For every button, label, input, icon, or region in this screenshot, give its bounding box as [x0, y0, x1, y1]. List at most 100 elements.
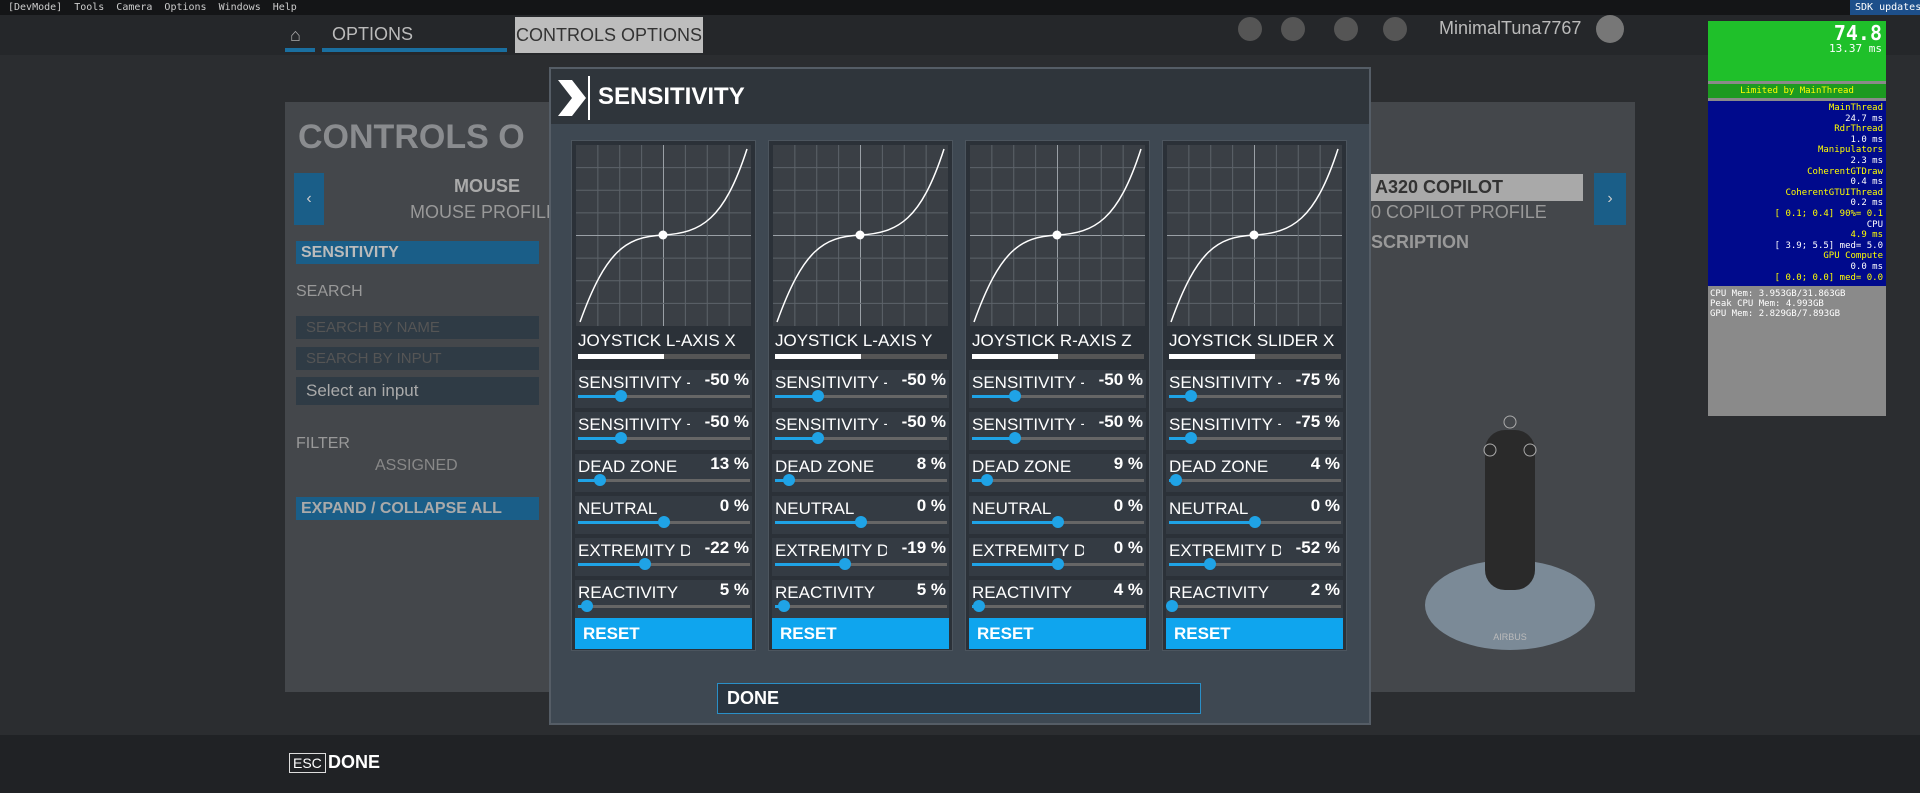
slider-value: 5 % — [719, 580, 749, 599]
slider-knob[interactable] — [615, 432, 627, 444]
slider-track — [578, 479, 750, 482]
perf-line: [ 0.0; 0.0] med= 0.0 — [1774, 272, 1883, 283]
slider-knob[interactable] — [1249, 516, 1261, 528]
nav-options[interactable]: OPTIONS — [332, 24, 414, 44]
menu-item[interactable]: Camera — [116, 2, 153, 13]
perf-line: RdrThread — [1834, 124, 1883, 135]
home-icon[interactable]: ⌂ — [290, 25, 301, 45]
slider-label: DEAD ZONE — [972, 457, 1072, 476]
slider-label: SENSITIVITY + — [775, 415, 887, 434]
menu-item[interactable]: Options — [164, 2, 207, 13]
search-input-input[interactable]: SEARCH BY INPUT — [296, 347, 539, 370]
slider-knob[interactable] — [1169, 474, 1182, 486]
sdk-button[interactable]: SDK updates — [1850, 0, 1920, 15]
slider-fill — [1169, 395, 1191, 398]
perf-line: 0.0 ms — [1850, 262, 1883, 272]
slider-row-bg — [575, 580, 752, 618]
slider-knob[interactable] — [1204, 558, 1217, 570]
icon[interactable] — [1281, 17, 1305, 41]
search-name-input[interactable]: SEARCH BY NAME — [296, 316, 539, 339]
select-dropdown[interactable]: Select an input — [296, 377, 539, 405]
icon[interactable] — [1334, 17, 1358, 41]
slider-track — [972, 437, 1144, 440]
slider-knob[interactable] — [812, 432, 824, 444]
slider-label: DEAD ZONE — [578, 457, 678, 476]
expand-button[interactable]: EXPAND / COLLAPSE ALL — [296, 497, 539, 520]
icon[interactable] — [1238, 17, 1262, 41]
slider-label: DEAD ZONE — [775, 457, 875, 476]
slider-fill — [972, 479, 988, 482]
slider-label: SENSITIVITY - — [1169, 373, 1281, 392]
perf-line: CPU — [1866, 219, 1883, 230]
slider-knob[interactable] — [855, 516, 867, 528]
slider-knob[interactable] — [580, 600, 593, 612]
menu-item[interactable]: Windows — [218, 2, 261, 13]
slider-value: 0 % — [1113, 496, 1143, 515]
next-button[interactable]: › — [1594, 173, 1626, 225]
slider-knob[interactable] — [639, 558, 652, 570]
slider-knob[interactable] — [1184, 390, 1197, 402]
footer — [0, 735, 1920, 793]
menu-item[interactable]: Help — [272, 2, 297, 13]
slider-label: EXTREMITY DE. — [1169, 541, 1281, 560]
reset-button[interactable]: RESET — [772, 618, 949, 649]
slider-row-bg — [969, 454, 1146, 492]
slider-row-bg — [772, 454, 949, 492]
reset-button[interactable]: RESET — [575, 618, 752, 649]
slider-row-bg — [969, 412, 1146, 450]
home-underline — [285, 48, 315, 52]
slider-knob[interactable] — [658, 516, 670, 528]
slider-fill — [578, 479, 601, 482]
perf-line: 1.0 ms — [1850, 134, 1883, 145]
done-button[interactable]: DONE — [717, 683, 1201, 714]
dialog-header — [551, 69, 1369, 124]
nav-controls-options[interactable]: CONTROLS OPTIONS — [515, 17, 703, 53]
slider-knob[interactable] — [972, 600, 985, 612]
slider-fill — [972, 521, 1058, 524]
slider-knob[interactable] — [1184, 432, 1197, 444]
slider-knob[interactable] — [594, 474, 607, 486]
slider-row-bg — [1166, 412, 1343, 450]
sensitivity-tab[interactable]: SENSITIVITY — [296, 241, 539, 264]
slider-value: -50 % — [901, 370, 946, 389]
reset-button[interactable]: RESET — [969, 618, 1146, 649]
slider-knob[interactable] — [1009, 432, 1021, 444]
slider-track — [1169, 605, 1341, 608]
reset-button[interactable]: RESET — [1166, 618, 1343, 649]
footer-done[interactable]: DONE — [328, 752, 381, 772]
axis-panel: JOYSTICK SLIDER X SENSITIVITY - -75 % SENSI… — [1162, 140, 1347, 651]
slider-knob[interactable] — [1052, 516, 1064, 528]
prev-button[interactable]: ‹ — [294, 173, 324, 225]
icon[interactable] — [1383, 17, 1407, 41]
menu-item[interactable]: [DevMode] — [8, 2, 63, 13]
slider-value: 2 % — [1310, 580, 1340, 599]
slider-knob[interactable] — [777, 600, 790, 612]
avatar[interactable] — [1596, 15, 1624, 43]
mem-line: Peak CPU Mem: 4.993GB — [1710, 299, 1824, 309]
device-profile: MOUSE PROFILE — [410, 202, 559, 222]
slider-knob[interactable] — [1009, 390, 1021, 402]
slider-knob[interactable] — [838, 558, 851, 570]
slider-fill — [1169, 521, 1255, 524]
slider-value: -75 % — [1295, 412, 1340, 431]
slider-track — [578, 395, 750, 398]
slider-value: -50 % — [1098, 412, 1143, 431]
slider-knob[interactable] — [981, 474, 994, 486]
slider-knob[interactable] — [1166, 600, 1179, 612]
slider-row-bg — [1166, 370, 1343, 408]
slider-track — [775, 395, 947, 398]
perf-line: 0.4 ms — [1850, 177, 1883, 188]
menu-item[interactable]: Tools — [74, 2, 105, 13]
slider-knob[interactable] — [782, 474, 795, 486]
curve-center — [658, 230, 668, 240]
perf-line: 24.7 ms — [1845, 113, 1883, 124]
slider-knob[interactable] — [615, 390, 627, 402]
response-curve — [1167, 145, 1342, 326]
mem-line: CPU Mem: 3.953GB/31.863GB — [1710, 289, 1846, 299]
slider-knob[interactable] — [1052, 558, 1064, 570]
axis-panel: JOYSTICK L-AXIS Y SENSITIVITY - -50 % SENSI… — [768, 140, 953, 651]
slider-knob[interactable] — [812, 390, 824, 402]
perf-line: [ 0.1; 0.4] 90%= 0.1 — [1774, 209, 1883, 219]
axis-bar — [1169, 354, 1255, 359]
response-curve — [576, 145, 751, 326]
